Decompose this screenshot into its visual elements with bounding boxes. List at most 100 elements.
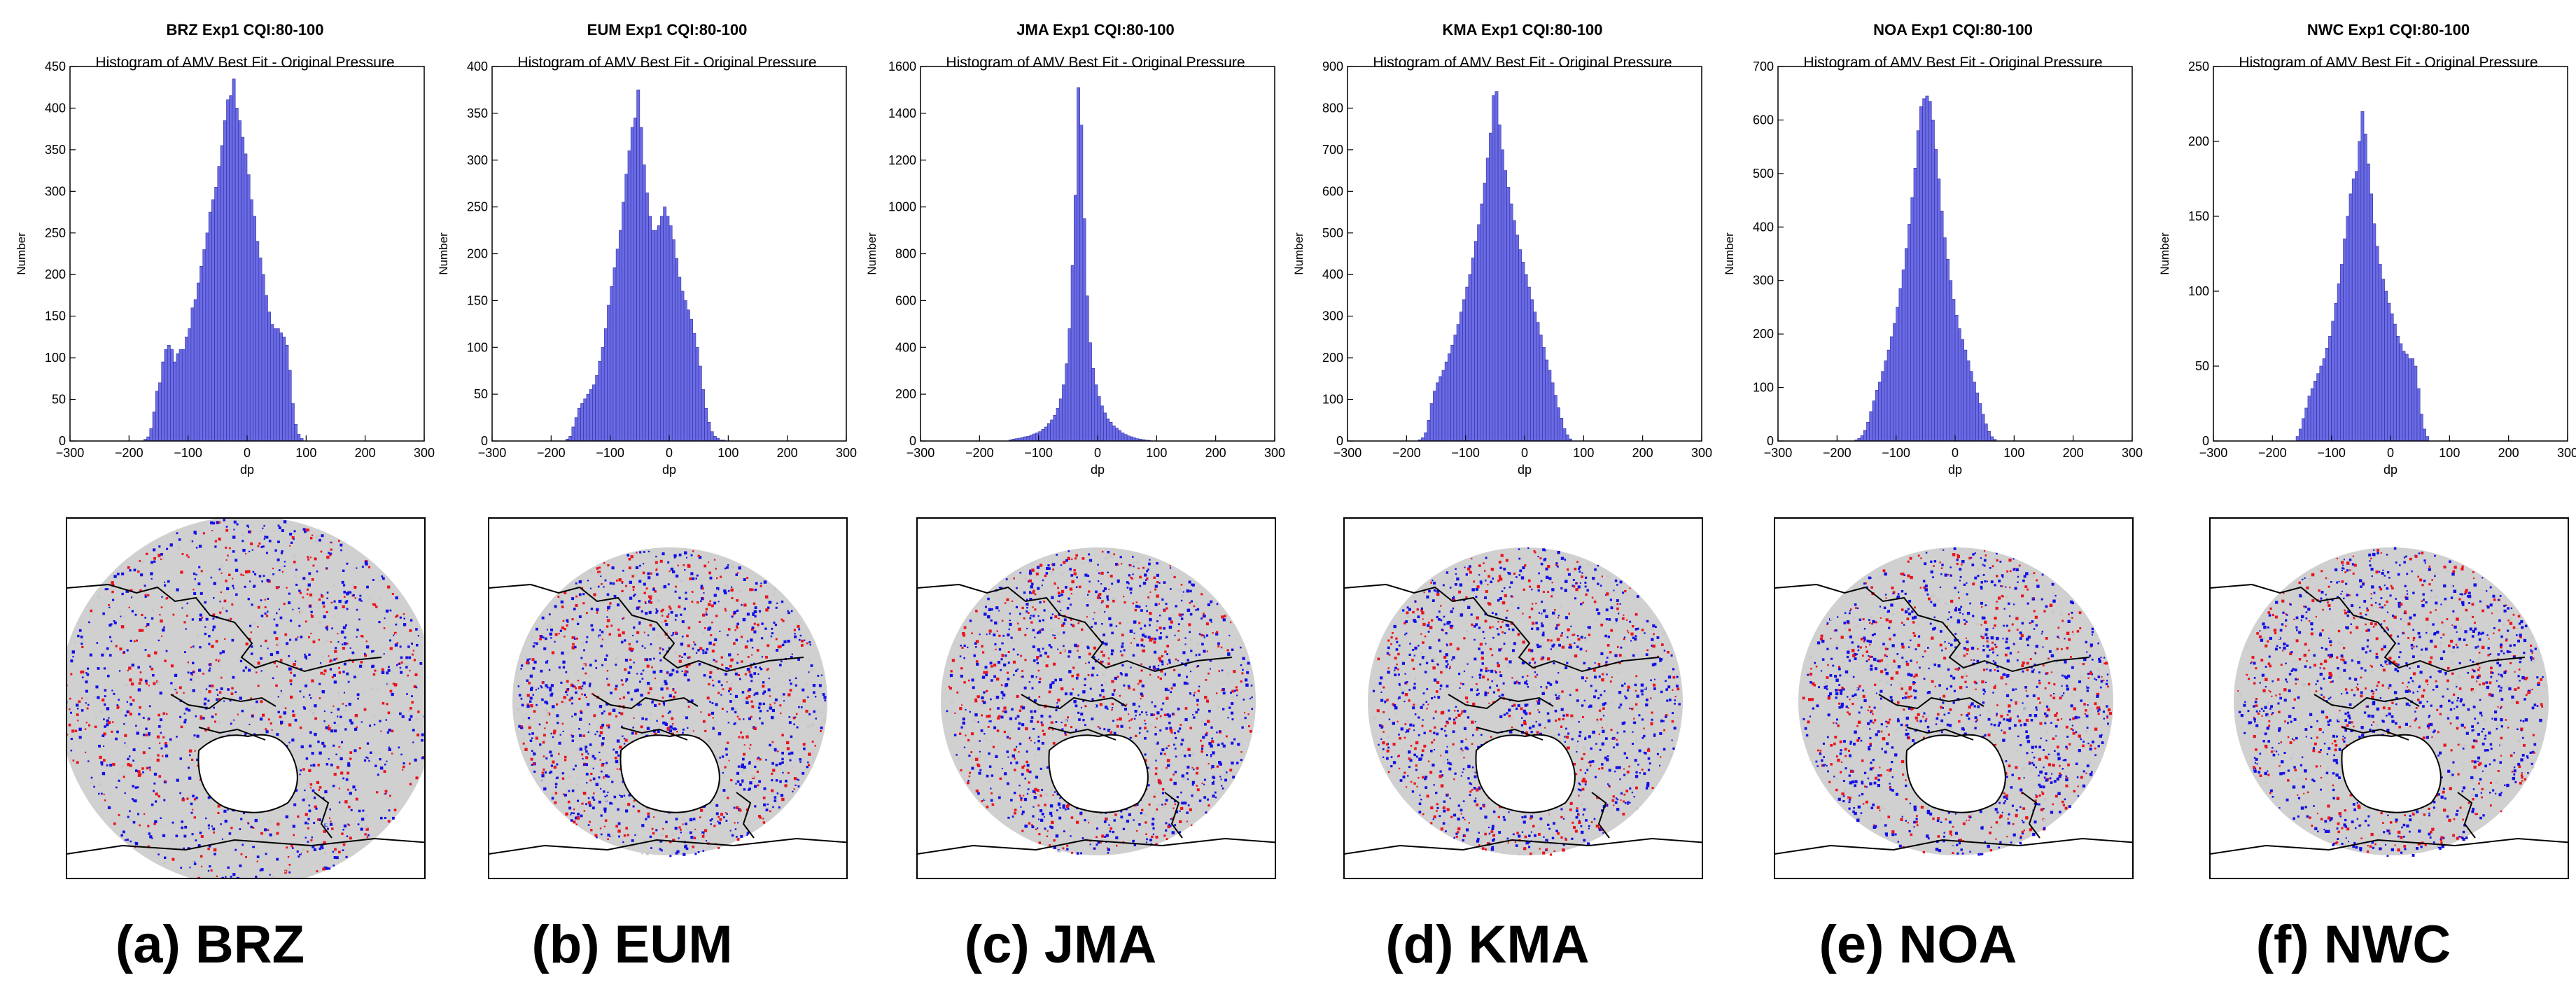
amv-point	[185, 628, 187, 630]
amv-point	[408, 656, 412, 659]
amv-point	[1194, 768, 1197, 771]
amv-point	[127, 566, 130, 569]
histogram-bar	[1512, 220, 1516, 442]
amv-point	[340, 757, 343, 761]
amv-point	[396, 642, 399, 644]
amv-point	[279, 608, 280, 610]
amv-point	[601, 722, 605, 725]
amv-point	[760, 585, 762, 587]
amv-point	[209, 667, 211, 669]
histogram-bar	[1103, 412, 1107, 442]
amv-point	[1095, 704, 1098, 708]
amv-point	[113, 822, 116, 825]
amv-point	[365, 827, 369, 831]
histogram-bar	[1088, 342, 1092, 442]
amv-point	[338, 850, 341, 854]
amv-point	[689, 655, 693, 659]
amv-point	[299, 726, 302, 729]
amv-point	[212, 629, 214, 631]
amv-point	[158, 713, 160, 717]
amv-point	[599, 629, 601, 631]
amv-point	[1026, 627, 1028, 629]
amv-point	[575, 671, 578, 674]
amv-point	[1102, 634, 1105, 636]
amv-point	[1028, 770, 1032, 774]
amv-point	[995, 755, 998, 758]
amv-point	[277, 825, 280, 828]
amv-point	[655, 829, 658, 832]
amv-point	[113, 692, 115, 695]
histogram-bar	[1462, 299, 1466, 442]
amv-point	[596, 730, 598, 733]
amv-point	[317, 818, 320, 821]
histogram-bar	[229, 95, 233, 442]
amv-point	[744, 645, 748, 649]
amv-point	[669, 607, 672, 610]
amv-point	[1063, 830, 1065, 832]
amv-point	[307, 583, 311, 587]
amv-point	[1044, 652, 1047, 654]
amv-point	[338, 746, 341, 748]
amv-point	[789, 759, 792, 762]
amv-point	[1183, 755, 1186, 757]
amv-point	[363, 652, 366, 655]
amv-point	[746, 832, 750, 834]
amv-point	[291, 536, 295, 539]
australia-landmass	[1048, 734, 1149, 813]
amv-point	[822, 693, 825, 696]
amv-point	[771, 708, 775, 713]
amv-point	[115, 737, 118, 741]
amv-point	[790, 610, 793, 612]
amv-point	[989, 669, 991, 671]
amv-point	[1186, 765, 1190, 769]
amv-point	[103, 718, 105, 720]
amv-point	[1003, 730, 1006, 734]
amv-point	[1011, 808, 1014, 811]
panel-kma: KMA Exp1 CQI:80-100 Histogram of AMV Best…	[1278, 0, 1712, 1001]
amv-point	[647, 634, 650, 636]
amv-point	[617, 634, 622, 637]
histogram-bar	[297, 434, 301, 442]
amv-point	[137, 813, 139, 816]
amv-point	[1102, 661, 1104, 663]
amv-point	[1169, 728, 1173, 732]
amv-point	[393, 683, 398, 687]
amv-point	[989, 708, 992, 710]
amv-point	[1012, 640, 1015, 643]
amv-point	[1077, 650, 1079, 652]
amv-point	[762, 702, 765, 706]
amv-point	[561, 772, 564, 775]
amv-point	[218, 731, 221, 734]
amv-point	[767, 606, 770, 609]
amv-point	[783, 700, 785, 702]
amv-point	[568, 806, 572, 810]
amv-point	[681, 818, 685, 821]
amv-point	[1174, 824, 1177, 827]
amv-point	[1240, 680, 1242, 683]
amv-point	[357, 823, 360, 825]
amv-point	[630, 698, 634, 701]
amv-point	[256, 860, 258, 862]
amv-point	[742, 757, 745, 761]
amv-point	[387, 711, 391, 715]
y-tick-label: 300	[1322, 309, 1343, 323]
amv-point	[985, 606, 987, 608]
amv-point	[720, 684, 723, 687]
amv-point	[570, 736, 573, 739]
amv-point	[712, 684, 715, 687]
amv-point	[1191, 583, 1195, 587]
amv-point	[711, 622, 713, 624]
amv-point	[129, 696, 132, 699]
amv-point	[750, 676, 753, 678]
histogram-bar	[1536, 322, 1540, 442]
amv-point	[1226, 771, 1228, 774]
amv-point	[188, 701, 190, 703]
amv-point	[118, 670, 121, 672]
amv-point	[253, 846, 255, 848]
amv-point	[1104, 836, 1107, 838]
amv-point	[338, 540, 340, 542]
amv-point	[1150, 713, 1154, 717]
amv-point	[279, 566, 283, 568]
amv-point	[1156, 620, 1158, 622]
